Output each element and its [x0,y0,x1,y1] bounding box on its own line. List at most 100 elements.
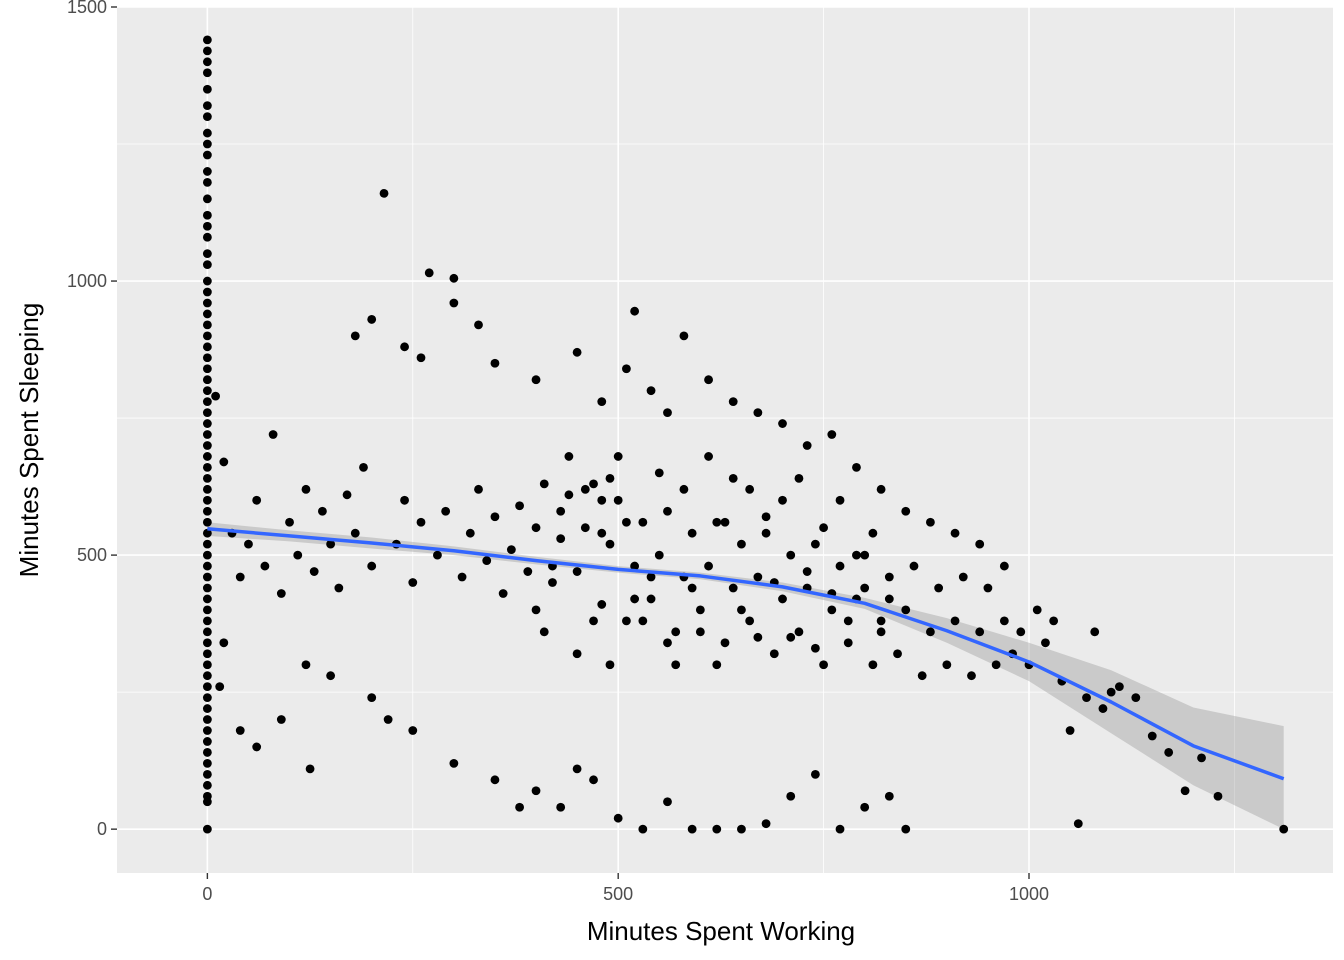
data-point [408,578,418,587]
data-point [1164,748,1174,757]
data-point [202,627,212,637]
data-point [745,616,755,626]
data-point [663,797,672,807]
data-point [449,298,459,308]
data-point [326,539,336,549]
data-point [827,605,837,615]
data-point [342,490,352,500]
data-point [515,802,524,812]
data-point [1016,627,1026,637]
data-point [597,528,607,538]
data-point [893,649,902,659]
data-point [613,452,623,461]
data-point [810,643,820,653]
data-point [761,528,771,538]
data-point [309,567,319,576]
data-point [802,567,812,576]
data-point [202,194,212,204]
data-point [367,561,377,571]
data-point [416,353,426,363]
data-point [202,704,212,713]
data-point [202,364,212,374]
data-point [202,441,212,450]
data-point [1147,731,1157,741]
data-point [293,550,303,560]
data-point [202,249,212,259]
data-point [580,484,590,494]
data-point [835,495,845,505]
data-point [671,660,681,670]
data-point [305,764,315,774]
data-point [1197,753,1206,763]
data-point [326,671,336,681]
data-point [934,583,944,593]
data-point [379,188,389,198]
data-point [901,506,911,516]
data-point [950,528,960,538]
data-point [202,139,212,149]
data-point [441,506,451,516]
y-axis-title: Minutes Spent Sleeping [14,303,44,578]
data-point [202,748,212,757]
data-point [786,632,796,642]
data-point [728,583,738,593]
data-point [901,605,911,615]
data-point [835,561,845,571]
data-point [202,693,212,703]
data-point [408,726,418,735]
data-point [1131,693,1141,703]
data-point [1279,824,1289,834]
data-point [605,473,615,483]
x-tick-label: 500 [603,884,633,904]
data-point [983,583,993,593]
data-point [663,408,672,417]
data-point [548,578,557,587]
data-point [556,506,566,516]
x-tick-label: 0 [202,884,212,904]
data-point [572,764,582,774]
data-point [202,715,212,724]
data-point [202,506,212,516]
data-point [202,638,212,648]
data-point [202,452,212,461]
data-point [202,682,212,692]
data-point [999,561,1009,571]
data-point [367,693,377,703]
data-point [638,517,648,527]
data-point [367,315,377,324]
data-point [416,517,426,527]
data-point [786,550,796,560]
data-point [202,726,212,735]
data-point [942,660,952,670]
data-point [909,561,919,571]
data-point [202,150,212,160]
data-point [580,523,590,533]
data-point [202,649,212,659]
data-point [663,638,672,648]
data-point [400,495,409,505]
data-point [926,517,935,527]
data-point [1032,605,1042,615]
data-point [753,632,763,642]
data-point [202,84,212,94]
data-point [350,331,360,341]
data-point [202,68,212,78]
smooth-trend-line [207,527,1285,781]
data-point [852,463,861,472]
data-point [810,769,820,779]
data-point [687,824,697,834]
data-point [745,484,755,494]
data-point [433,550,442,560]
y-tick-label: 1500 [67,0,107,17]
data-point [654,550,664,560]
data-point [202,386,212,396]
data-point [318,506,327,516]
data-point [202,35,212,45]
data-point [695,627,705,637]
data-point [498,589,508,598]
data-point [1065,726,1075,735]
data-point [268,430,278,439]
data-point [465,528,475,538]
data-point [531,786,541,796]
